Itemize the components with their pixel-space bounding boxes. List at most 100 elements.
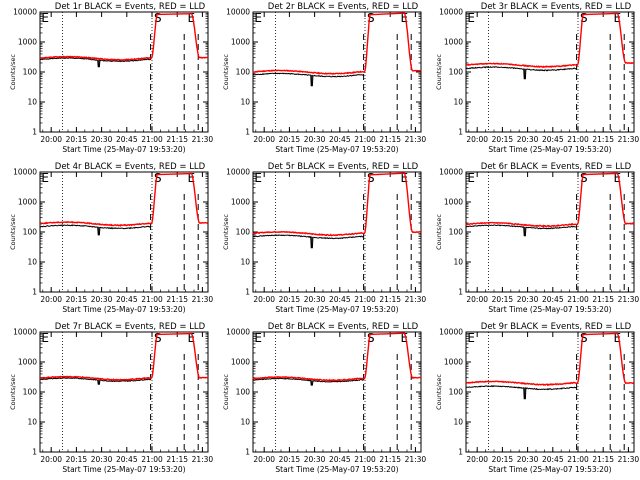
x-tick-label: 21:00 (141, 455, 163, 464)
event-marker-s: S (154, 331, 162, 345)
x-tick-label: 20:30 (304, 135, 326, 144)
y-tick-label: 1 (458, 448, 463, 457)
event-marker-e: E (41, 11, 49, 25)
series-events (465, 224, 578, 237)
x-tick-label: 20:00 (40, 455, 62, 464)
panel-title: Det 5r BLACK = Events, RED = LLD (268, 162, 419, 172)
y-tick-label: 1 (32, 448, 37, 457)
x-tick-label: 21:15 (379, 295, 401, 304)
y-tick-label: 10 (453, 418, 463, 427)
event-marker-e: E (41, 171, 49, 185)
y-axis-label: Counts/sec (222, 374, 230, 410)
x-tick-label: 20:15 (492, 455, 514, 464)
series-lld (465, 172, 635, 228)
series-events (40, 224, 152, 236)
y-tick-label: 1 (458, 288, 463, 297)
x-tick-label: 20:45 (542, 455, 564, 464)
event-marker-e: E (254, 331, 262, 345)
x-axis-label: Start Time (25-May-07 19:53:20) (488, 305, 611, 314)
event-marker-e: E (467, 331, 475, 345)
x-tick-label: 21:15 (379, 455, 401, 464)
y-tick-label: 1000 (18, 198, 37, 207)
panel-det-2: Det 2r BLACK = Events, RED = LLD 1 10 100 10… (222, 2, 426, 154)
event-marker-s: S (154, 171, 162, 185)
panel-det-7: Det 7r BLACK = Events, RED = LLD 1 10 100 10… (9, 322, 213, 474)
x-axis-label: Start Time (25-May-07 19:53:20) (275, 145, 398, 154)
x-tick-label: 20:15 (492, 135, 514, 144)
y-axis-label: Counts/sec (9, 54, 17, 90)
y-tick-label: 1 (32, 128, 37, 137)
y-tick-label: 100 (23, 388, 38, 397)
x-tick-label: 20:00 (40, 295, 62, 304)
x-tick-label: 21:00 (141, 295, 163, 304)
x-axis-label: Start Time (25-May-07 19:53:20) (62, 465, 185, 474)
x-tick-label: 20:00 (253, 135, 275, 144)
y-tick-label: 1 (32, 288, 37, 297)
y-tick-label: 10000 (439, 328, 463, 337)
x-tick-label: 21:15 (166, 455, 188, 464)
x-tick-label: 21:15 (592, 295, 614, 304)
plot-frame (465, 171, 635, 293)
y-tick-label: 1000 (231, 358, 250, 367)
y-axis-label: Counts/sec (222, 54, 230, 90)
y-tick-label: 1000 (231, 38, 250, 47)
y-tick-label: 1000 (18, 358, 37, 367)
y-tick-label: 10 (240, 418, 250, 427)
x-tick-label: 20:30 (517, 295, 539, 304)
series-events (465, 66, 578, 80)
x-tick-label: 20:45 (329, 455, 351, 464)
x-tick-label: 21:00 (567, 295, 589, 304)
x-tick-label: 20:30 (91, 295, 113, 304)
x-tick-label: 21:15 (592, 135, 614, 144)
x-tick-label: 20:15 (279, 455, 301, 464)
plot-frame (465, 11, 635, 133)
y-tick-label: 1 (245, 448, 250, 457)
x-tick-label: 20:15 (66, 455, 88, 464)
plot-frame (252, 11, 422, 133)
panel-title: Det 2r BLACK = Events, RED = LLD (268, 2, 419, 12)
event-marker-s: S (154, 11, 162, 25)
x-tick-label: 21:00 (567, 135, 589, 144)
x-tick-label: 20:15 (492, 295, 514, 304)
panel-det-1: Det 1r BLACK = Events, RED = LLD 1 10 100 10… (9, 2, 213, 154)
panel-det-9: Det 9r BLACK = Events, RED = LLD 1 10 100 10… (435, 322, 639, 474)
x-tick-label: 21:30 (405, 295, 427, 304)
x-tick-label: 20:00 (253, 295, 275, 304)
y-tick-label: 100 (236, 228, 251, 237)
event-marker-s: S (580, 171, 588, 185)
y-tick-label: 100 (236, 388, 251, 397)
series-lld (252, 332, 422, 382)
x-tick-label: 21:15 (592, 455, 614, 464)
y-tick-label: 10000 (439, 168, 463, 177)
y-tick-label: 100 (449, 228, 464, 237)
x-tick-label: 20:00 (466, 135, 488, 144)
y-tick-label: 10000 (13, 8, 37, 17)
x-tick-label: 20:15 (66, 295, 88, 304)
x-tick-label: 20:00 (253, 455, 275, 464)
y-tick-label: 10 (453, 258, 463, 267)
x-tick-label: 20:00 (466, 295, 488, 304)
event-marker-s: S (367, 171, 375, 185)
panel-title: Det 4r BLACK = Events, RED = LLD (55, 162, 206, 172)
y-tick-label: 10000 (226, 328, 250, 337)
y-tick-label: 1000 (231, 198, 250, 207)
x-tick-label: 21:30 (618, 295, 640, 304)
x-tick-label: 20:00 (40, 135, 62, 144)
series-events (39, 377, 151, 385)
panel-det-6: Det 6r BLACK = Events, RED = LLD 1 10 100 10… (435, 162, 639, 314)
y-tick-label: 1000 (444, 38, 463, 47)
plot-frame (39, 331, 209, 453)
x-tick-label: 20:30 (91, 455, 113, 464)
x-tick-label: 20:45 (329, 295, 351, 304)
y-axis-label: Counts/sec (9, 374, 17, 410)
x-axis-label: Start Time (25-May-07 19:53:20) (62, 145, 185, 154)
x-tick-label: 21:30 (618, 455, 640, 464)
x-tick-label: 21:15 (379, 135, 401, 144)
y-tick-label: 1 (245, 288, 250, 297)
series-events (253, 377, 364, 386)
panel-title: Det 8r BLACK = Events, RED = LLD (268, 322, 419, 332)
panel-title: Det 3r BLACK = Events, RED = LLD (481, 2, 632, 12)
y-tick-label: 10000 (13, 328, 37, 337)
plot-frame (39, 11, 209, 133)
